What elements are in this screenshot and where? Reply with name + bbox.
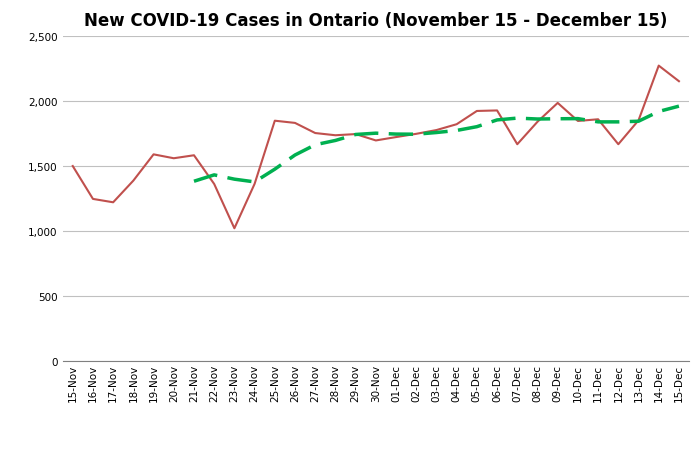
Title: New COVID-19 Cases in Ontario (November 15 - December 15): New COVID-19 Cases in Ontario (November … <box>84 12 667 30</box>
